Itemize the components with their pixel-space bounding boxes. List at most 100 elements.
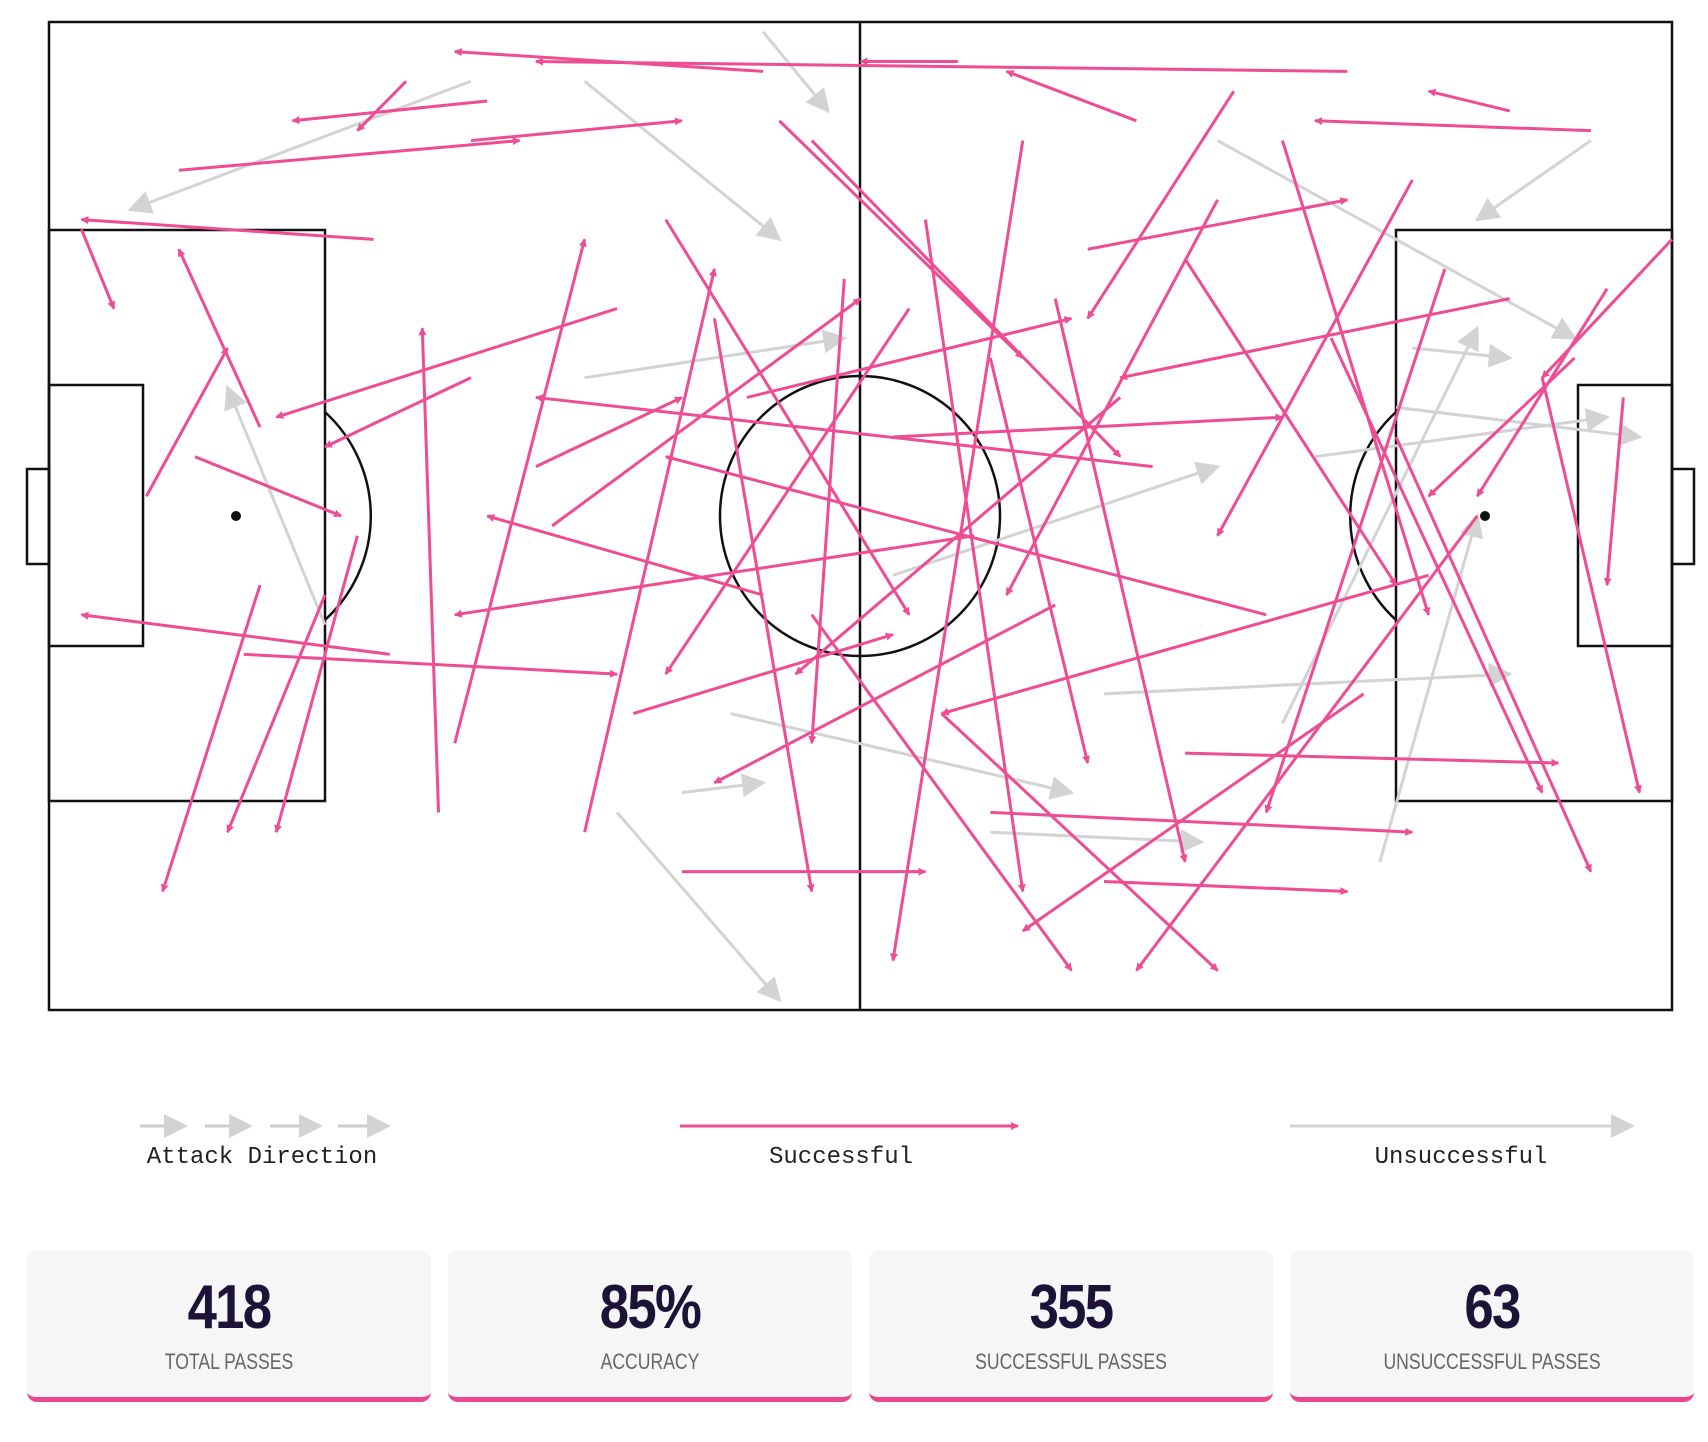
successful-pass bbox=[664, 218, 911, 616]
successful-pass bbox=[890, 140, 1025, 962]
legend-label: Successful bbox=[769, 1144, 913, 1171]
successful-pass bbox=[178, 137, 521, 172]
successful-pass bbox=[551, 297, 862, 528]
successful-pass bbox=[243, 652, 619, 678]
successful-pass bbox=[275, 307, 618, 419]
unsuccessful-pass bbox=[583, 80, 782, 242]
successful-pass bbox=[988, 357, 1090, 764]
successful-pass bbox=[794, 396, 1122, 676]
successful-pass bbox=[80, 611, 391, 656]
stat-value: 355 bbox=[1029, 1273, 1115, 1342]
successful-pass bbox=[145, 347, 229, 497]
successful-pass bbox=[1540, 377, 1642, 794]
successful-pass bbox=[1216, 179, 1414, 537]
pass-map: Attack Direction Successful Unsuccessful bbox=[25, 20, 1696, 1171]
successful-pass bbox=[1541, 238, 1674, 379]
successful-pass bbox=[177, 248, 262, 428]
unsuccessful-pass bbox=[761, 30, 830, 114]
successful-pass bbox=[453, 534, 975, 618]
successful-pass bbox=[534, 57, 1348, 73]
successful-pass bbox=[1603, 397, 1625, 587]
successful-pass bbox=[453, 238, 587, 744]
unsuccessful-pass bbox=[1281, 325, 1479, 725]
successful-pass bbox=[453, 48, 764, 73]
pitch bbox=[25, 20, 1696, 1012]
unsuccessful-pass bbox=[681, 773, 767, 798]
successful-pass bbox=[486, 514, 764, 597]
successful-pass bbox=[746, 316, 1073, 399]
unsuccessful-pass bbox=[584, 329, 848, 380]
successful-pass bbox=[80, 228, 116, 310]
successful-pass bbox=[1053, 298, 1188, 863]
stat-value: 418 bbox=[187, 1273, 273, 1342]
successful-pass bbox=[664, 307, 911, 675]
successful-pass bbox=[990, 810, 1414, 836]
successful-pass bbox=[712, 318, 815, 893]
successful-pass bbox=[324, 376, 472, 449]
successful-pass bbox=[892, 413, 1284, 439]
successful-pass bbox=[1005, 69, 1137, 123]
unsuccessful-pass bbox=[1103, 663, 1513, 696]
successful-pass bbox=[1185, 751, 1560, 767]
successful-pass bbox=[923, 219, 1026, 893]
penalty-spot bbox=[231, 511, 241, 521]
stat-label: UNSUCCESSFUL PASSES bbox=[1383, 1349, 1601, 1374]
successful-pass bbox=[535, 396, 683, 468]
stat-card: 85% ACCURACY bbox=[448, 1250, 852, 1402]
successful-pass bbox=[778, 119, 1024, 359]
successful-pass bbox=[1281, 140, 1431, 616]
successful-pass bbox=[1103, 880, 1349, 896]
successful-pass bbox=[1427, 356, 1576, 498]
successful-pass bbox=[194, 455, 343, 518]
successful-pass bbox=[1427, 88, 1511, 113]
unsuccessful-pass bbox=[224, 384, 327, 626]
successful-pass bbox=[583, 268, 717, 833]
successful-pass bbox=[808, 278, 846, 745]
successful-pass bbox=[291, 99, 488, 125]
successful-pass bbox=[356, 80, 408, 132]
successful-pass bbox=[226, 594, 327, 834]
successful-pass bbox=[1475, 287, 1609, 498]
successful-pass bbox=[274, 535, 359, 834]
stat-value: 63 bbox=[1464, 1273, 1521, 1342]
unsuccessful-pass bbox=[1412, 343, 1513, 368]
successful-pass bbox=[1087, 197, 1349, 251]
successful-pass bbox=[810, 613, 1073, 972]
successful-pass bbox=[1119, 297, 1510, 381]
successful-pass bbox=[1005, 199, 1219, 596]
successful-pass bbox=[1329, 337, 1544, 794]
successful-pass bbox=[80, 216, 374, 241]
successful-pass bbox=[1086, 90, 1236, 320]
successful-pass bbox=[713, 603, 1056, 785]
unsuccessful-pass bbox=[892, 461, 1221, 577]
unsuccessful-pass bbox=[1474, 139, 1592, 222]
unsuccessful-pass bbox=[730, 712, 1075, 800]
successful-pass bbox=[810, 139, 1122, 458]
successful-pass bbox=[1183, 258, 1398, 586]
stat-card: 63 UNSUCCESSFUL PASSES bbox=[1290, 1250, 1694, 1402]
unsuccessful-pass bbox=[615, 811, 782, 1003]
successful-pass bbox=[470, 117, 683, 143]
legend-label: Attack Direction bbox=[147, 1144, 377, 1171]
legend-label: Unsuccessful bbox=[1375, 1144, 1548, 1171]
unsuccessful-pass bbox=[1314, 408, 1611, 459]
unsuccessful-pass bbox=[1216, 139, 1578, 340]
successful-pass bbox=[418, 327, 441, 813]
successful-pass bbox=[1135, 515, 1479, 972]
stat-label: TOTAL PASSES bbox=[164, 1349, 294, 1374]
unsuccessful-pass bbox=[1378, 513, 1484, 863]
successful-pass bbox=[1021, 692, 1365, 933]
successful-pass bbox=[940, 712, 1219, 972]
stat-label: ACCURACY bbox=[600, 1349, 700, 1374]
successful-pass bbox=[632, 632, 894, 716]
successful-pass bbox=[160, 584, 262, 893]
stat-label: SUCCESSFUL PASSES bbox=[975, 1349, 1167, 1374]
successful-pass bbox=[1264, 268, 1447, 814]
stat-card: 355 SUCCESSFUL PASSES bbox=[869, 1250, 1273, 1402]
successful-pass bbox=[1313, 117, 1591, 133]
stat-card: 418 TOTAL PASSES bbox=[27, 1250, 431, 1402]
unsuccessful-pass bbox=[990, 829, 1205, 854]
penalty-spot bbox=[1480, 511, 1490, 521]
successful-pass bbox=[534, 394, 1153, 469]
